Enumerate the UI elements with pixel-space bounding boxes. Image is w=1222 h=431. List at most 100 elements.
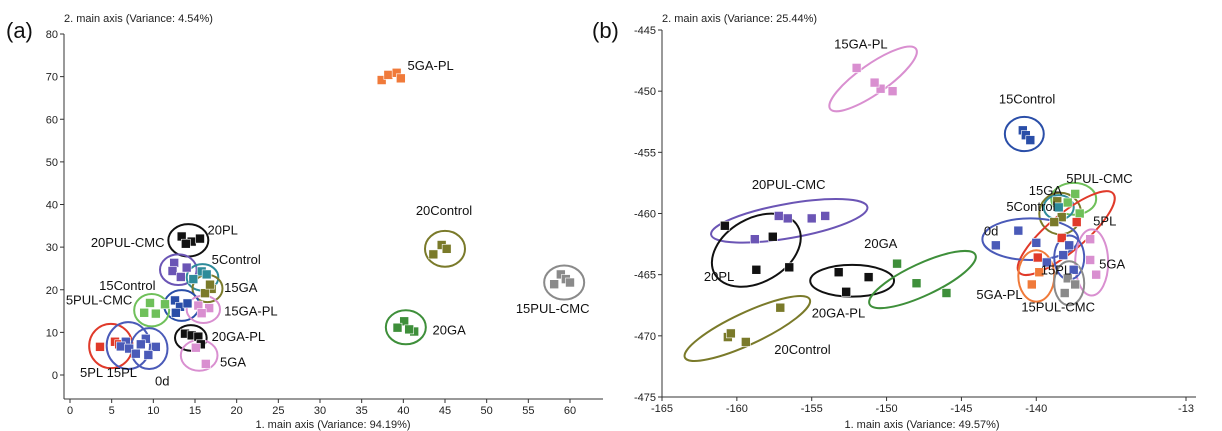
point-20ga [404,324,414,335]
label-20pul-cmc: 20PUL-CMC [91,235,165,250]
panel-a-group-labels: 5GA-PL 20PL 20PUL-CMC 5Control 15GA 15Control… [66,58,590,388]
point-15control [182,298,193,309]
y-tick-label: -470 [634,331,656,343]
point-15ga [205,279,215,290]
x-tick-label: 10 [147,405,159,417]
point-15pl [1064,240,1075,251]
point-5pul-cmc [139,307,149,318]
y-tick-label: 80 [46,29,58,41]
point-15pl [1058,250,1069,260]
x-tick-label: 55 [522,405,534,417]
point-0d [151,342,161,352]
ellipse-20pl [710,212,802,288]
label-15control: 15Control [999,91,1055,106]
point-20pul-cmc [176,272,186,282]
point-20pl [181,238,191,249]
point-15pul-cmc [549,279,559,290]
ellipse-20control [683,295,812,362]
point-20control [441,244,452,254]
label-5ga-pl: 5GA-PL [408,58,454,73]
x-tick-label: 35 [356,405,368,417]
ellipse-20ga [868,249,977,310]
panel-b-ticks: -165 -160 -155 -150 -145 -140 -13 -475 -470 -465 -… [634,25,1194,415]
panel-b-points [720,63,1101,347]
panel-a-points [95,67,575,369]
point-5pl [1032,252,1043,263]
point-5ga-pl [1034,267,1045,278]
label-15ga-pl: 15GA-PL [224,303,277,318]
point-5pul-cmc [151,308,161,319]
ellipse-15pul-cmc [543,264,586,301]
x-tick-label: 5 [109,405,115,417]
x-tick-label: 15 [189,405,201,417]
point-20ga [892,258,902,269]
ellipse-15pul-cmc [1053,260,1086,307]
label-15pl: 15PL [1041,263,1071,278]
point-20pl [767,231,778,242]
point-5control [201,269,212,280]
ellipse-20pul-cmc [159,253,198,287]
panel-a: (a) 2. main axis (Variance: 4.54%) 1. ma… [6,13,603,431]
point-15pl [116,341,126,352]
point-20control [726,328,736,339]
x-tick-label: 50 [481,405,493,417]
panel-b-ellipses [683,45,1116,362]
y-tick-label: 60 [46,114,58,126]
point-20pul-cmc [750,234,760,244]
label-5pul-cmc: 5PUL-CMC [66,293,132,308]
ellipse-20pul-cmc [710,198,869,244]
point-15ga-pl [887,86,898,96]
x-tick-label: -165 [651,403,673,415]
point-5pl [1071,217,1082,227]
point-5ga-pl [376,75,387,85]
y-tick-label: 10 [46,327,58,339]
ellipse-20ga [384,309,427,346]
y-tick-label: 40 [46,200,58,212]
ellipse-5pul-cmc [133,293,171,328]
point-5pul-cmc [160,299,170,310]
label-20control: 20Control [416,203,472,218]
panel-b: (b) 2. main axis (Variance: 25.44%) 1. m… [592,13,1196,431]
point-0d [1031,238,1042,248]
point-15pul-cmc [1070,279,1081,290]
label-5ga-pl: 5GA-PL [976,287,1022,302]
point-5pul-cmc [1070,189,1081,199]
ellipse-20ga-pl [809,263,896,298]
x-tick-label: 40 [397,405,409,417]
ellipse-20control [424,229,466,268]
point-0d [141,333,151,344]
point-5control [188,274,199,284]
point-20pul-cmc [181,262,192,273]
point-5ga-pl [383,70,394,80]
ellipse-5pul-cmc [1050,181,1098,216]
point-5control [1053,202,1064,213]
point-15pl [124,343,134,354]
x-tick-label: -140 [1025,403,1047,415]
y-tick-label: -455 [634,147,656,159]
point-15ga [1056,212,1067,222]
point-5ga-pl [396,73,406,84]
point-0d [136,339,146,350]
point-5ga-pl [1026,279,1037,290]
point-0d [991,240,1001,251]
point-20pul-cmc [773,211,784,221]
label-5control: 5Control [1006,199,1055,214]
x-tick-label: -155 [801,403,823,415]
label-20pl: 20PL [208,222,238,237]
point-5ga [1091,269,1101,280]
panel-b-label: (b) [592,18,619,43]
y-tick-label: 50 [46,157,58,169]
panel-a-y-axis-title: 2. main axis (Variance: 4.54%) [64,13,213,25]
y-tick-label: -445 [634,25,656,37]
x-tick-label: 30 [314,405,326,417]
y-tick-label: -465 [634,270,656,282]
x-tick-label: -150 [876,403,898,415]
label-15ga-pl: 15GA-PL [834,36,887,51]
label-5ga: 5GA [220,354,246,369]
point-15pl [1068,264,1079,275]
y-tick-label: -460 [634,209,656,221]
label-5pl: 5PL [80,365,103,380]
label-5ga: 5GA [1099,257,1125,272]
